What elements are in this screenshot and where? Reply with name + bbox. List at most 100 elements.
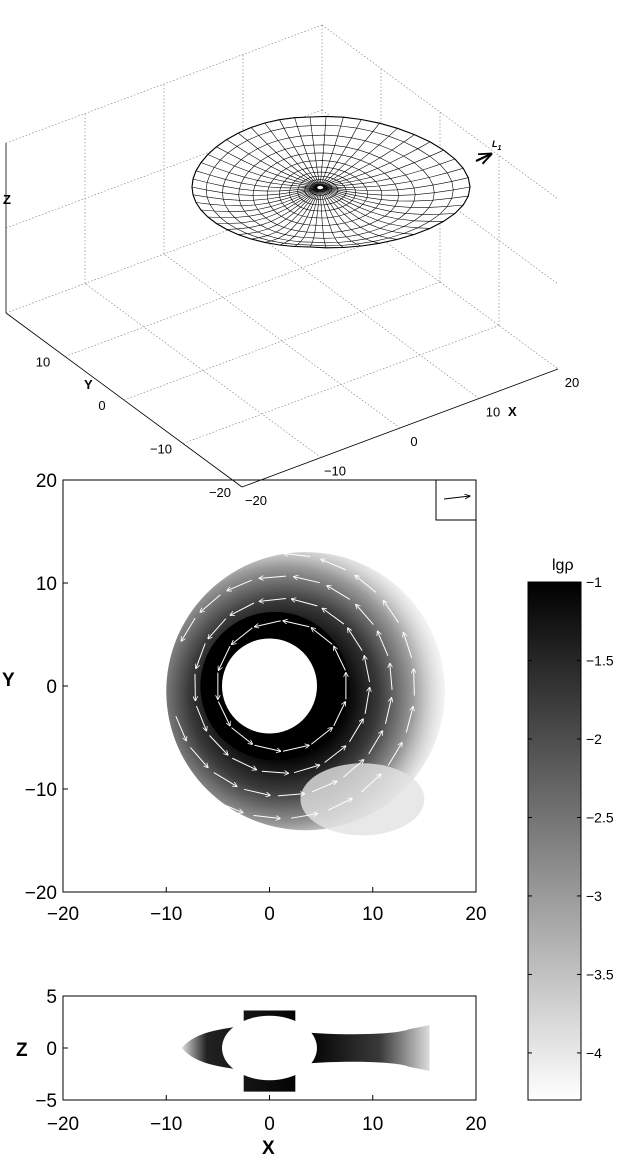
velocity-arrow	[261, 771, 289, 773]
colorbar-tick-label: −1	[586, 574, 602, 590]
velocity-arrow	[213, 772, 237, 787]
l1-marker: L1	[475, 139, 502, 161]
disk-spoke	[321, 128, 398, 187]
velocity-arrow	[343, 760, 363, 778]
velocity-arrow	[230, 602, 255, 615]
x-tick-label-xy: 20	[465, 904, 486, 925]
disk-spoke	[309, 189, 321, 248]
velocity-arrow	[356, 604, 374, 625]
disk-spoke	[226, 139, 318, 187]
velocity-arrow	[377, 631, 389, 657]
disk-spoke	[322, 141, 431, 187]
disk-spoke	[322, 188, 415, 235]
xz-inner-hole	[222, 1015, 317, 1081]
velocity-arrow	[187, 779, 209, 797]
velocity-arrow	[259, 576, 286, 578]
velocity-arrow	[212, 561, 236, 574]
disk-spoke	[323, 187, 469, 202]
disk-surface	[191, 115, 471, 249]
disk-spoke	[279, 189, 320, 246]
disk-spoke	[320, 119, 362, 186]
colorbar-tick-label: −1.5	[586, 652, 614, 668]
velocity-arrow	[294, 577, 320, 584]
disk-spoke	[250, 127, 319, 187]
y-tick-label-xy: 0	[46, 677, 57, 698]
velocity-arrow	[231, 627, 253, 645]
disk-spoke	[238, 132, 319, 187]
disk-spoke	[207, 154, 318, 187]
disk-spoke	[294, 117, 320, 186]
y-tick-label-xy: 20	[36, 471, 57, 492]
velocity-arrow	[175, 715, 186, 741]
x-tick-3d: −20	[245, 493, 267, 508]
disk-spoke	[238, 188, 319, 235]
xy-density-image	[166, 552, 446, 836]
disk-spoke	[195, 170, 318, 189]
disk-spoke	[320, 189, 362, 247]
velocity-arrow	[227, 579, 252, 590]
xz-density-image	[181, 1010, 430, 1092]
xz-density-plot: −20 −10 0 10 20 −5 0 5 Z X	[16, 987, 487, 1157]
colorbar-tick-label: −2	[586, 731, 602, 747]
velocity-arrow	[384, 698, 391, 724]
svg-text:L1: L1	[492, 139, 502, 152]
colorbar: −1 −1.5 −2 −2.5 −3 −3.5 −4 lgρ	[527, 557, 614, 1101]
velocity-arrow	[327, 798, 352, 811]
disk-spoke	[323, 186, 471, 196]
disk-spoke	[309, 116, 321, 186]
velocity-arrow	[255, 620, 281, 627]
x-axis-label-3d: X	[508, 404, 517, 419]
disk-spoke	[279, 119, 320, 186]
disk-spoke	[322, 188, 431, 229]
disk-spoke	[321, 189, 380, 244]
disk-spoke	[192, 187, 318, 201]
velocity-arrow	[311, 781, 337, 793]
y-axis-label-xy: Y	[2, 670, 15, 691]
velocity-arrow	[364, 656, 371, 683]
velocity-arrow	[218, 646, 231, 670]
velocity-arrow	[361, 774, 381, 793]
y-tick-3d: 10	[36, 355, 50, 370]
velocity-arrow	[259, 598, 286, 602]
velocity-arrow	[348, 719, 363, 743]
velocity-arrow	[383, 601, 399, 623]
velocity-arrow	[291, 599, 318, 607]
disk-spoke	[207, 188, 318, 218]
velocity-arrow	[196, 643, 206, 668]
velocity-arrow	[253, 814, 281, 818]
z-tick-label-xz: −5	[35, 1091, 57, 1112]
velocity-arrow	[387, 743, 402, 766]
velocity-arrow	[348, 628, 363, 651]
velocity-arrow	[200, 594, 221, 613]
colorbar-tick-label: −3	[586, 888, 602, 904]
velocity-arrow	[403, 632, 413, 659]
disk-spoke	[195, 187, 318, 207]
colorbar-tick-label: −2.5	[586, 809, 614, 825]
disk-spoke	[216, 146, 318, 187]
velocity-arrow	[217, 801, 243, 812]
x-tick-3d: 0	[410, 434, 417, 449]
velocity-arrow	[293, 765, 320, 774]
velocity-arrow	[291, 814, 317, 819]
velocity-arrow	[282, 745, 309, 752]
xy-tick-labels: −20 −10 0 10 20 −20 −10 0 10 20	[25, 471, 487, 925]
velocity-arrow	[196, 705, 206, 731]
x-tick-3d: 20	[565, 375, 579, 390]
disk-spoke	[323, 168, 464, 188]
velocity-arrow	[231, 727, 252, 745]
z-tick-label-xz: 5	[46, 987, 57, 1008]
velocity-arrow	[232, 757, 256, 770]
x-tick-label-xz: 0	[264, 1114, 275, 1135]
l1-subscript: 1	[498, 145, 502, 152]
y-tick-3d: −20	[209, 485, 231, 500]
disk-spoke	[200, 188, 318, 213]
velocity-arrow	[321, 559, 346, 571]
disk-spoke	[322, 134, 415, 187]
disk-spoke	[323, 177, 469, 191]
velocity-arrow	[368, 731, 383, 755]
x-tick-label-xy: −20	[47, 904, 79, 925]
y-tick-3d: −10	[150, 442, 172, 457]
